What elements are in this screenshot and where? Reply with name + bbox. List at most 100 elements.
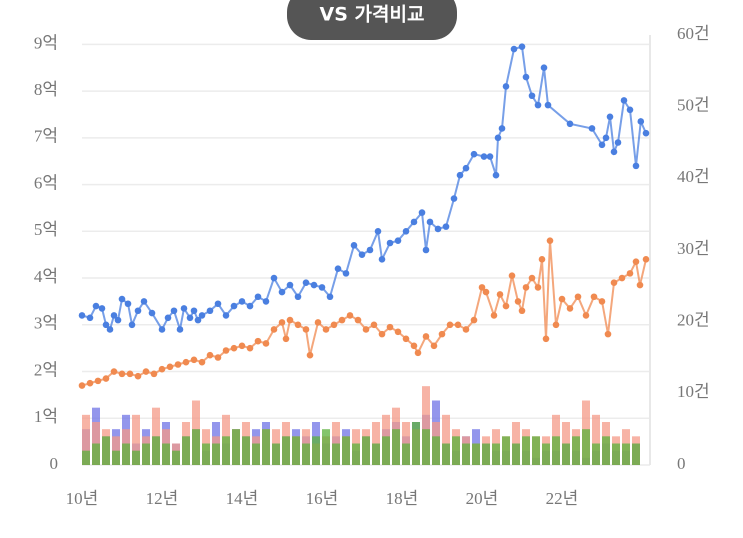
point bbox=[508, 272, 516, 280]
x-tick-label: 18년 bbox=[386, 489, 419, 508]
point bbox=[528, 92, 536, 100]
bar bbox=[162, 443, 170, 465]
bar bbox=[142, 443, 150, 465]
bar bbox=[492, 443, 500, 465]
bar bbox=[522, 436, 530, 465]
point bbox=[636, 281, 644, 289]
line-series bbox=[78, 237, 650, 389]
point bbox=[470, 150, 478, 158]
point bbox=[174, 361, 182, 368]
point bbox=[254, 293, 262, 301]
point bbox=[632, 162, 640, 170]
point bbox=[338, 316, 346, 324]
bar bbox=[332, 443, 340, 465]
point bbox=[326, 293, 334, 301]
point bbox=[198, 312, 206, 319]
bar bbox=[132, 414, 140, 465]
y2-tick-label: 50건 bbox=[677, 96, 710, 115]
point bbox=[94, 377, 102, 385]
point bbox=[598, 141, 606, 149]
point bbox=[86, 379, 94, 387]
point bbox=[222, 347, 230, 354]
point bbox=[98, 305, 106, 312]
point bbox=[214, 300, 222, 308]
point bbox=[434, 225, 442, 233]
bar bbox=[122, 443, 130, 465]
y2-tick-label: 10건 bbox=[677, 382, 710, 401]
point bbox=[110, 368, 118, 375]
point bbox=[358, 251, 366, 258]
point bbox=[534, 284, 542, 291]
bar bbox=[102, 436, 110, 465]
point bbox=[442, 223, 450, 230]
point bbox=[438, 330, 446, 338]
point bbox=[470, 316, 478, 324]
bar bbox=[442, 414, 450, 465]
point bbox=[302, 279, 310, 287]
point bbox=[334, 265, 342, 272]
point bbox=[566, 120, 574, 128]
point bbox=[478, 284, 486, 291]
line bbox=[81, 45, 647, 332]
bar bbox=[562, 443, 570, 465]
point bbox=[194, 316, 202, 324]
bar bbox=[222, 436, 230, 465]
bar bbox=[322, 429, 330, 465]
point bbox=[282, 335, 290, 343]
point bbox=[480, 153, 488, 160]
point bbox=[598, 298, 606, 305]
y-tick-label: 0 bbox=[50, 454, 59, 473]
point bbox=[286, 281, 294, 289]
point bbox=[150, 370, 158, 378]
grid bbox=[82, 35, 651, 466]
point bbox=[602, 134, 610, 142]
point bbox=[190, 356, 198, 364]
bar bbox=[242, 436, 250, 465]
point bbox=[294, 321, 302, 329]
point bbox=[582, 312, 590, 319]
y-tick-label: 2억 bbox=[34, 360, 58, 379]
point bbox=[106, 326, 114, 333]
y-tick-label: 7억 bbox=[34, 127, 58, 146]
point bbox=[642, 129, 650, 137]
point bbox=[534, 101, 542, 109]
point bbox=[158, 326, 166, 333]
bar bbox=[362, 436, 370, 465]
point bbox=[182, 358, 190, 366]
point bbox=[610, 148, 618, 156]
y2-tick-label: 40건 bbox=[677, 167, 710, 186]
x-tick-label: 20년 bbox=[466, 489, 499, 508]
y-tick-label: 1억 bbox=[34, 407, 58, 426]
bar bbox=[542, 443, 550, 465]
point bbox=[230, 344, 238, 352]
bar bbox=[592, 443, 600, 465]
point bbox=[176, 326, 184, 333]
point bbox=[540, 64, 548, 72]
bar bbox=[582, 429, 590, 465]
line-series bbox=[78, 43, 650, 333]
point bbox=[544, 101, 552, 109]
point bbox=[528, 274, 536, 282]
bar bbox=[252, 443, 260, 465]
point bbox=[546, 237, 554, 244]
bar bbox=[612, 443, 620, 465]
point bbox=[170, 307, 178, 315]
point bbox=[414, 349, 422, 357]
point bbox=[558, 295, 566, 303]
point bbox=[496, 291, 504, 298]
point bbox=[482, 288, 490, 296]
point bbox=[362, 326, 370, 333]
point bbox=[238, 342, 246, 350]
point bbox=[270, 274, 278, 282]
point bbox=[518, 43, 526, 50]
point bbox=[110, 312, 118, 319]
point bbox=[394, 328, 402, 336]
point bbox=[454, 321, 462, 329]
bar bbox=[132, 450, 140, 465]
bar bbox=[112, 450, 120, 465]
point bbox=[124, 300, 132, 308]
bar bbox=[442, 443, 450, 465]
point bbox=[278, 319, 286, 326]
bar bbox=[422, 386, 430, 465]
bar bbox=[182, 436, 190, 465]
